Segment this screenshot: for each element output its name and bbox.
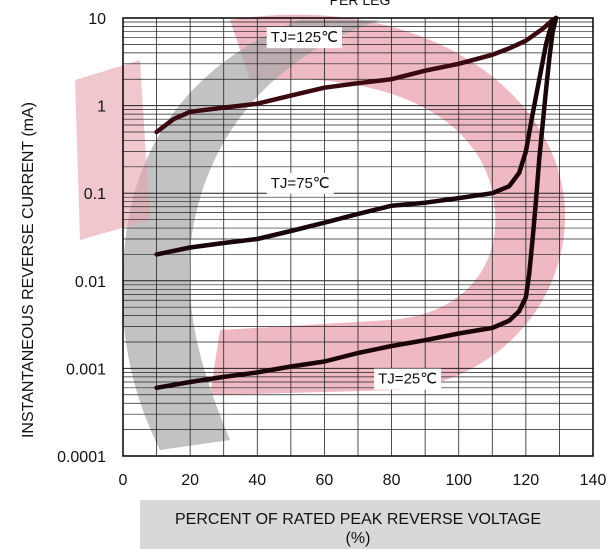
plot-grid (123, 18, 593, 456)
y-tick-label: 0.1 (84, 186, 106, 203)
plot-frame (122, 17, 594, 457)
curve-label-2: TJ=25℃ (374, 368, 442, 390)
x-tick-label: 60 (316, 472, 334, 489)
curve-label-bg (374, 368, 442, 390)
curve-label-bg (266, 172, 334, 194)
curve-label-0: TJ=125℃ (266, 27, 343, 49)
x-tick-label: 100 (445, 472, 472, 489)
series-line-2 (154, 15, 559, 391)
y-tick-label: 1 (97, 99, 106, 116)
watermark-gray-bottom (140, 500, 600, 549)
x-axis-title-unit: (%) (346, 530, 371, 547)
curve-label-bg (266, 27, 343, 49)
series-layer (154, 15, 559, 391)
x-tick-label: 40 (248, 472, 266, 489)
series-line-1 (154, 15, 559, 257)
curve-label-1: TJ=75℃ (266, 172, 334, 194)
watermark-gray-arc (122, 20, 380, 450)
y-axis-title: INSTANTANEOUS REVERSE CURRENT (mA) (20, 102, 37, 438)
chart-title: PER LEG (330, 0, 391, 8)
tick-layer: 0 20 40 60 80 100 120 140 0.0001 0.001 0.01 0.1 1 10 (57, 11, 606, 489)
plot-border (122, 17, 594, 457)
x-tick-label: 140 (580, 472, 607, 489)
curve-label-text: TJ=25℃ (378, 371, 437, 388)
watermark (75, 14, 600, 549)
x-tick-label: 0 (119, 472, 128, 489)
x-axis-title: PERCENT OF RATED PEAK REVERSE VOLTAGE (175, 511, 541, 528)
y-tick-label: 0.001 (66, 361, 106, 378)
curve-label-text: TJ=75℃ (271, 175, 330, 192)
x-tick-label: 80 (383, 472, 401, 489)
x-tick-label: 120 (513, 472, 540, 489)
x-tick-label: 20 (181, 472, 199, 489)
curve-label-text: TJ=125℃ (271, 29, 338, 46)
y-tick-label: 0.01 (75, 274, 106, 291)
y-tick-label: 0.0001 (57, 449, 106, 466)
series-line-0 (154, 15, 559, 135)
watermark-red-left (75, 60, 150, 240)
y-tick-label: 10 (88, 11, 106, 28)
label-layer: TJ=125℃ TJ=75℃ TJ=25℃ (266, 27, 442, 390)
